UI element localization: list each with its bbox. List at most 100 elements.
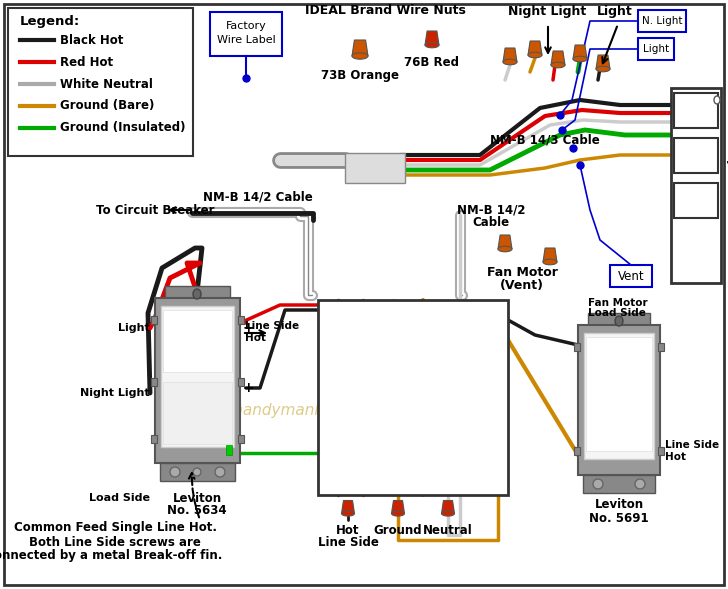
Text: IDEAL Brand Wire Nuts: IDEAL Brand Wire Nuts bbox=[304, 5, 465, 18]
Polygon shape bbox=[528, 41, 542, 55]
Bar bbox=[574, 343, 580, 351]
Bar bbox=[584, 333, 654, 459]
Text: Fan Motor: Fan Motor bbox=[588, 298, 648, 308]
Ellipse shape bbox=[593, 479, 603, 489]
Polygon shape bbox=[341, 501, 355, 514]
Text: Line Side: Line Side bbox=[245, 321, 299, 331]
Ellipse shape bbox=[551, 62, 565, 68]
Text: N. Light: N. Light bbox=[642, 16, 682, 26]
Text: Ground (Bare): Ground (Bare) bbox=[60, 100, 154, 112]
Bar bbox=[151, 316, 157, 324]
Ellipse shape bbox=[425, 42, 439, 48]
Bar bbox=[226, 445, 232, 455]
Text: Light: Light bbox=[597, 5, 633, 18]
Text: Night Light: Night Light bbox=[508, 5, 586, 18]
Bar bbox=[318, 300, 508, 495]
Bar bbox=[163, 382, 232, 444]
Text: Light: Light bbox=[643, 44, 669, 54]
Polygon shape bbox=[596, 55, 610, 69]
Text: Line Side: Line Side bbox=[317, 535, 379, 548]
Bar bbox=[674, 183, 718, 218]
Ellipse shape bbox=[392, 511, 405, 516]
Bar bbox=[238, 378, 244, 386]
Text: Hot: Hot bbox=[665, 452, 686, 462]
Ellipse shape bbox=[193, 289, 201, 299]
Bar bbox=[155, 298, 240, 463]
Text: To Circuit Breaker: To Circuit Breaker bbox=[96, 204, 215, 217]
Text: Neutral: Neutral bbox=[423, 524, 473, 537]
Text: Vent: Vent bbox=[617, 270, 644, 283]
Ellipse shape bbox=[635, 479, 645, 489]
Text: NM-B 14/2: NM-B 14/2 bbox=[456, 204, 525, 217]
Ellipse shape bbox=[714, 96, 720, 104]
Polygon shape bbox=[573, 45, 587, 59]
Text: Black Hot: Black Hot bbox=[60, 34, 123, 47]
Text: Wire Label: Wire Label bbox=[217, 35, 275, 45]
Bar bbox=[586, 337, 652, 451]
Bar bbox=[238, 316, 244, 324]
Bar bbox=[345, 153, 405, 183]
Text: Legend:: Legend: bbox=[20, 15, 80, 28]
Text: Leviton: Leviton bbox=[173, 491, 221, 505]
Text: ©handymanhou.com: ©handymanhou.com bbox=[218, 402, 381, 418]
Bar bbox=[578, 325, 660, 475]
Bar bbox=[674, 138, 718, 173]
Text: Leviton: Leviton bbox=[595, 498, 644, 511]
Text: Fan Motor: Fan Motor bbox=[486, 266, 558, 279]
Bar bbox=[210, 12, 282, 56]
Text: Hot: Hot bbox=[336, 524, 360, 537]
Bar bbox=[583, 475, 655, 493]
Text: Load Side: Load Side bbox=[89, 493, 150, 503]
Polygon shape bbox=[352, 40, 368, 56]
Ellipse shape bbox=[596, 66, 610, 72]
Text: No. 5691: No. 5691 bbox=[589, 511, 649, 524]
Ellipse shape bbox=[193, 468, 201, 476]
Text: 73B Orange: 73B Orange bbox=[321, 70, 399, 82]
Text: Factory: Factory bbox=[226, 21, 266, 31]
Text: 76B Red: 76B Red bbox=[405, 55, 459, 68]
Bar bbox=[163, 310, 232, 372]
Ellipse shape bbox=[215, 467, 225, 477]
Text: Hot: Hot bbox=[245, 333, 266, 343]
Bar bbox=[658, 343, 664, 351]
Text: White Neutral: White Neutral bbox=[60, 78, 153, 91]
Text: Fan Junction Box: Fan Junction Box bbox=[726, 136, 728, 234]
Text: (Vent): (Vent) bbox=[500, 279, 544, 292]
Bar bbox=[574, 447, 580, 455]
Polygon shape bbox=[392, 501, 405, 514]
Text: NM-B 14/3 Cable: NM-B 14/3 Cable bbox=[490, 134, 600, 147]
Text: Night Light: Night Light bbox=[80, 388, 150, 398]
Bar bbox=[238, 435, 244, 443]
Bar bbox=[588, 313, 650, 329]
Bar bbox=[671, 88, 721, 283]
Text: Both Line Side screws are: Both Line Side screws are bbox=[29, 535, 201, 548]
Polygon shape bbox=[425, 31, 439, 45]
Text: Common Feed Single Line Hot.: Common Feed Single Line Hot. bbox=[14, 521, 216, 534]
Text: NM-B 14/2 Cable: NM-B 14/2 Cable bbox=[203, 190, 313, 204]
Bar bbox=[8, 8, 193, 156]
Text: Line Side: Line Side bbox=[665, 440, 719, 450]
Ellipse shape bbox=[528, 52, 542, 58]
Text: connected by a metal Break-off fin.: connected by a metal Break-off fin. bbox=[0, 550, 223, 562]
Bar bbox=[638, 38, 674, 60]
Ellipse shape bbox=[170, 467, 180, 477]
Bar bbox=[674, 93, 718, 128]
Bar bbox=[161, 306, 234, 447]
Bar bbox=[610, 265, 652, 287]
Ellipse shape bbox=[441, 511, 454, 516]
Text: Cable: Cable bbox=[472, 216, 510, 229]
Ellipse shape bbox=[498, 246, 512, 252]
Text: Light: Light bbox=[118, 323, 150, 333]
Polygon shape bbox=[503, 48, 517, 62]
Polygon shape bbox=[543, 248, 557, 262]
Text: Ground (Insulated): Ground (Insulated) bbox=[60, 121, 186, 134]
Text: Red Hot: Red Hot bbox=[60, 55, 113, 68]
Ellipse shape bbox=[352, 53, 368, 59]
Polygon shape bbox=[551, 51, 565, 65]
Bar bbox=[160, 463, 235, 481]
Bar bbox=[658, 447, 664, 455]
Bar bbox=[638, 10, 686, 32]
Text: Ground: Ground bbox=[373, 524, 422, 537]
Ellipse shape bbox=[503, 59, 517, 65]
Text: Load Side: Load Side bbox=[588, 308, 646, 318]
